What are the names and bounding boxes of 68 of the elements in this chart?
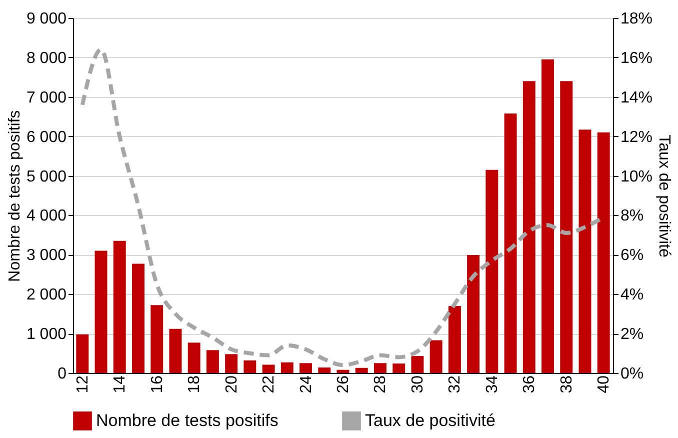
y-tick-label: 9 000 [26,10,67,28]
x-tick-label: 20 [223,375,240,394]
bar [206,350,219,373]
bar [522,81,536,373]
bar [430,340,442,373]
bar [113,240,126,373]
y-tick-label: 3 000 [26,247,67,264]
y2-tick-label: 4% [620,286,644,304]
x-tick-label: 18 [186,375,204,394]
bar [188,342,200,373]
x-tick-label: 30 [409,375,426,394]
bar [262,364,275,373]
bar [486,170,498,373]
bar [448,306,461,373]
y-axis-title: Nombre de tests positifs [6,110,24,282]
y2-tick-label: 8% [620,208,644,225]
y2-axis-title: Taux de positivité [656,134,673,258]
x-tick-label: 22 [260,375,278,394]
x-tick-label: 38 [558,375,576,394]
bar [225,354,238,373]
y-tick-label: 7 000 [26,89,67,106]
bar [76,334,89,373]
y2-tick-label: 10% [620,168,653,186]
bar [560,81,573,373]
y-tick-label: 6 000 [26,128,67,146]
x-tick-label: 32 [446,375,464,394]
x-tick-label: 28 [372,375,390,394]
y-tick-label: 2 000 [26,286,67,304]
y2-tick-label: 14% [620,89,653,106]
bar [542,59,554,373]
y-tick-label: 4 000 [26,208,67,225]
x-tick-label: 16 [148,375,166,394]
x-tick-label: 34 [484,375,501,394]
legend-label: Nombre de tests positifs [96,410,278,430]
bar [504,113,517,373]
y2-tick-label: 6% [620,247,644,264]
bar [374,363,386,373]
y-tick-label: 0 [58,366,67,382]
y-tick-label: 1 000 [26,326,67,344]
y2-tick-label: 0% [620,366,644,382]
bar [94,250,108,373]
bar [336,370,350,373]
bar [467,255,480,373]
x-tick-label: 14 [112,375,129,394]
bar [132,264,144,373]
x-tick-label: 12 [74,375,92,394]
x-tick-label: 36 [521,375,538,394]
y2-tick-label: 18% [620,10,653,28]
bar [392,364,406,373]
y2-tick-label: 12% [620,128,653,146]
x-tick-label: 26 [335,375,352,394]
bar [300,363,312,373]
y2-tick-label: 2% [620,326,644,344]
bar [318,367,331,373]
bar [150,305,164,373]
y-tick-label: 8 000 [26,50,67,67]
x-tick-label: 24 [298,375,315,394]
y2-tick-label: 16% [620,50,653,67]
bar [169,328,182,373]
x-tick-label: 40 [596,375,613,394]
bar [355,368,368,373]
bar [411,356,424,373]
y-tick-label: 5 000 [26,168,67,186]
bar [597,132,610,373]
bar [244,360,256,373]
bar [280,362,294,373]
bar [578,130,592,373]
legend-label: Taux de positivité [365,410,496,430]
